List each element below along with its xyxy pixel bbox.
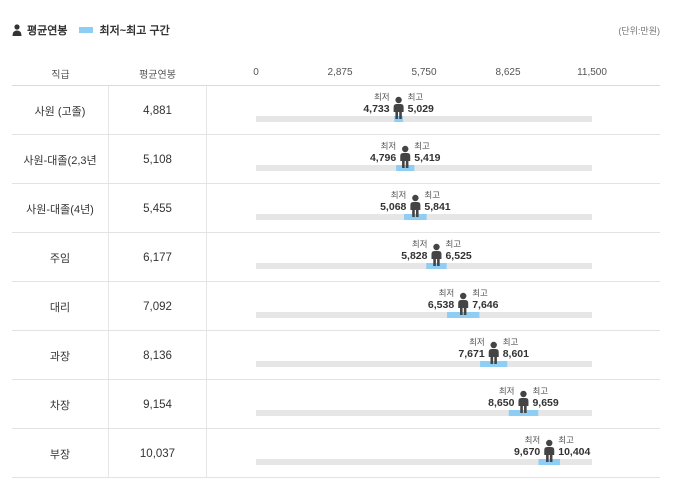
- row-divider: [12, 281, 660, 282]
- rank-cell: 사원-대졸(4년): [12, 184, 109, 233]
- row-divider: [12, 134, 660, 135]
- rank-cell: 주임: [12, 233, 109, 282]
- legend-avg-label: 평균연봉: [27, 25, 68, 37]
- table-row: 사원-대졸(2,3년 5,108: [0, 135, 686, 184]
- x-tick-label: 8,625: [495, 67, 520, 78]
- row-divider: [12, 379, 660, 380]
- row-divider: [12, 232, 660, 233]
- unit-label: (단위:만원): [618, 26, 660, 36]
- rank-cell: 사원-대졸(2,3년: [12, 135, 109, 184]
- legend: 평균연봉 최저~최고 구간: [12, 22, 170, 38]
- rank-cell: 사원 (고졸): [12, 86, 109, 135]
- rank-cell: 부장: [12, 429, 109, 478]
- x-tick-label: 0: [253, 67, 259, 78]
- row-divider: [12, 477, 660, 478]
- avg-cell: 9,154: [109, 380, 207, 429]
- avg-cell: 5,455: [109, 184, 207, 233]
- table-row: 사원 (고졸) 4,881: [0, 86, 686, 135]
- table-row: 대리 7,092: [0, 282, 686, 331]
- header-divider: [12, 85, 660, 86]
- header-avg: 평균연봉: [139, 70, 176, 81]
- rank-cell: 과장: [12, 331, 109, 380]
- x-tick-label: 11,500: [577, 67, 607, 78]
- row-divider: [12, 428, 660, 429]
- legend-range-swatch: [79, 27, 94, 33]
- row-divider: [12, 183, 660, 184]
- avg-cell: 5,108: [109, 135, 207, 184]
- header-rank: 직급: [51, 70, 70, 81]
- rank-cell: 대리: [12, 282, 109, 331]
- table-row: 주임 6,177: [0, 233, 686, 282]
- x-tick-label: 2,875: [327, 67, 352, 78]
- avg-cell: 7,092: [109, 282, 207, 331]
- person-icon: [12, 24, 22, 36]
- row-divider: [12, 330, 660, 331]
- legend-range-label: 최저~최고 구간: [99, 25, 170, 37]
- avg-cell: 10,037: [109, 429, 207, 478]
- x-tick-label: 5,750: [411, 67, 436, 78]
- table-body: 사원 (고졸) 4,881 사원-대졸(2,3년 5,108 사원-대졸(4년) 5,45…: [0, 86, 686, 478]
- avg-cell: 4,881: [109, 86, 207, 135]
- table-row: 부장 10,037: [0, 429, 686, 478]
- table-row: 과장 8,136: [0, 331, 686, 380]
- avg-cell: 6,177: [109, 233, 207, 282]
- avg-cell: 8,136: [109, 331, 207, 380]
- table-row: 차장 9,154: [0, 380, 686, 429]
- table-row: 사원-대졸(4년) 5,455: [0, 184, 686, 233]
- rank-cell: 차장: [12, 380, 109, 429]
